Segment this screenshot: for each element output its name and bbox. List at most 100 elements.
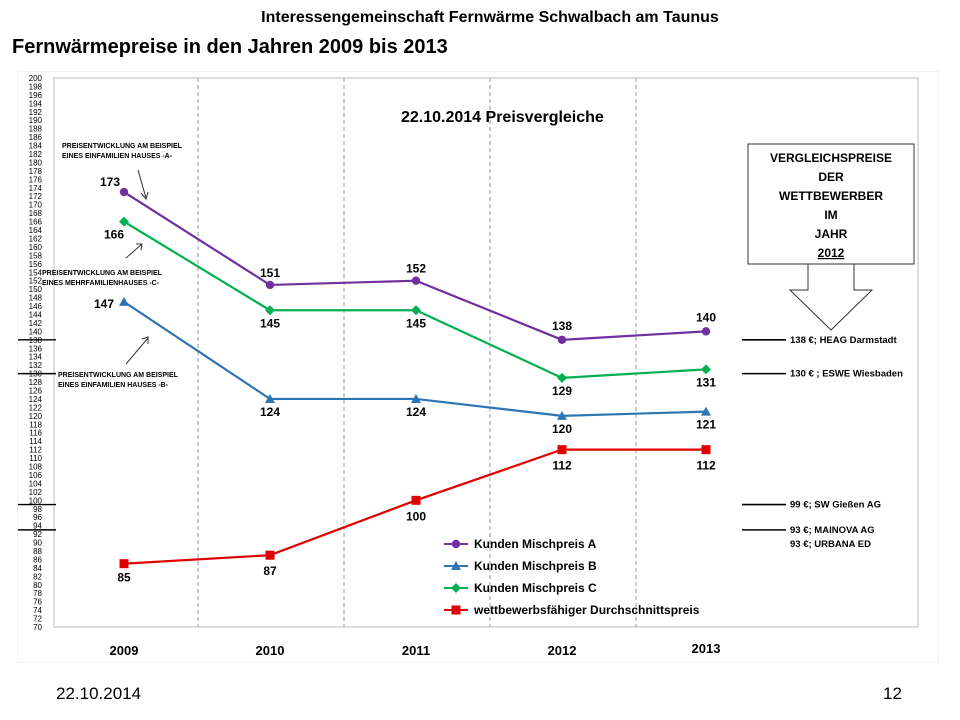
comparison-box-line: WETTBEWERBER: [779, 189, 883, 203]
arrow: [125, 337, 149, 365]
annotation-house-b-line: EINES EINFAMILIEN HAUSES -B-: [58, 382, 169, 389]
data-point: [701, 406, 711, 416]
y-tick-label: 100: [29, 496, 43, 505]
data-label: 152: [406, 262, 426, 276]
y-tick-label: 74: [33, 606, 42, 615]
annotation-house-a: PREISENTWICKLUNG AM BEISPIEL EINES EINFAM…: [62, 143, 183, 160]
series-line: [123, 220, 707, 379]
arrow: [137, 169, 147, 199]
data-point: [557, 335, 567, 345]
data-label: 140: [696, 310, 716, 324]
chart-title: 22.10.2014 Preisvergleiche: [401, 109, 604, 126]
legend-label: Kunden Mischpreis B: [474, 559, 597, 573]
y-tick-label: 146: [29, 302, 43, 311]
data-label: 138: [552, 319, 572, 333]
data-point: [265, 393, 275, 403]
y-tick-label: 144: [29, 310, 43, 319]
arrow-head: [136, 243, 143, 251]
y-tick-label: 180: [29, 158, 43, 167]
data-point: [451, 583, 461, 593]
y-tick-label: 154: [29, 268, 43, 277]
competitor-label: 93 €; URBANA ED: [790, 539, 871, 550]
data-label: 100: [406, 509, 426, 523]
price-chart: 7072747678808284868890929496981001021041…: [18, 74, 919, 658]
data-label: 112: [696, 459, 716, 473]
data-point: [265, 280, 275, 290]
data-point: [119, 216, 129, 227]
annotation-house-c-line: PREISENTWICKLUNG AM BEISPIEL: [42, 270, 163, 277]
data-point: [557, 445, 567, 455]
y-tick-label: 126: [29, 387, 43, 396]
y-tick-label: 164: [29, 226, 43, 235]
y-tick-label: 132: [29, 361, 43, 370]
data-label: 87: [263, 564, 277, 578]
series-line: [123, 448, 706, 565]
footer-date: 22.10.2014: [56, 684, 142, 703]
series-c: 166 145 145 129 131: [104, 216, 716, 398]
data-point: [411, 393, 421, 403]
data-label: 120: [552, 422, 572, 436]
y-tick-label: 196: [29, 91, 43, 100]
data-label: 173: [100, 175, 120, 189]
down-arrow: [788, 263, 874, 331]
x-tick-label: 2011: [402, 643, 430, 658]
comparison-box-line: VERGLEICHSPREISE: [770, 151, 892, 165]
comparison-box-line: 2012: [818, 246, 845, 260]
y-tick-label: 200: [29, 74, 43, 83]
data-point: [119, 187, 129, 197]
data-label: 147: [94, 297, 114, 311]
y-tick-label: 122: [29, 403, 43, 412]
data-label: 112: [552, 459, 572, 473]
competitor-label: 99 €; SW Gießen AG: [790, 500, 881, 511]
y-tick-label: 106: [29, 471, 43, 480]
y-tick-label: 198: [29, 82, 43, 91]
annotation-house-b-line: PREISENTWICKLUNG AM BEISPIEL: [58, 372, 179, 379]
y-tick-label: 76: [33, 598, 42, 607]
y-tick-label: 192: [29, 108, 43, 117]
y-tick-label: 118: [29, 420, 42, 429]
data-point: [701, 327, 711, 336]
y-tick-label: 84: [33, 564, 42, 573]
y-tick-label: 88: [33, 547, 42, 556]
y-tick-label: 136: [29, 344, 43, 353]
page-number: 12: [883, 684, 902, 703]
data-label: 121: [696, 418, 716, 432]
y-tick-label: 92: [33, 530, 42, 539]
data-label: 131: [696, 375, 716, 389]
y-tick-label: 134: [29, 353, 43, 362]
y-tick-label: 90: [33, 539, 42, 548]
chart-panel: 70 72 74 76 78 80 82 84 86 88 90 92 94 96 98 100 102 104 1…: [18, 72, 938, 662]
org-title: Interessengemeinschaft Fernwärme Schwalb…: [261, 9, 719, 26]
data-label: 129: [552, 384, 572, 398]
comparison-box-line: IM: [824, 208, 837, 222]
y-tick-label: 102: [29, 488, 43, 497]
y-tick-label: 160: [29, 243, 43, 252]
y-tick-label: 178: [29, 167, 43, 176]
y-tick-label: 112: [29, 446, 42, 455]
series-a: 173 151 152 138 140: [100, 175, 716, 345]
data-label: 85: [117, 571, 131, 585]
y-tick-label: 158: [29, 251, 43, 260]
data-point: [701, 364, 711, 375]
data-label: 151: [260, 266, 280, 280]
annotation-house-a-line: EINES EINFAMILIEN HAUSES -A-: [62, 153, 173, 160]
comparison-box-line: DER: [818, 170, 844, 184]
x-tick-label: 2013: [692, 641, 721, 656]
comparison-box-line: JAHR: [815, 227, 848, 241]
y-tick-label: 162: [29, 234, 43, 243]
y-tick-label: 140: [29, 327, 43, 336]
annotation-house-c-line: EINES MEHRFAMILIENHAUSES -C-: [42, 280, 160, 287]
data-point: [119, 296, 129, 306]
arrow-head: [141, 336, 149, 344]
arrow: [125, 243, 143, 259]
comparison-box: [747, 143, 915, 265]
data-point: [411, 495, 421, 505]
y-axis: 7072747678808284868890929496981001021041…: [29, 74, 43, 632]
data-point: [265, 305, 275, 316]
y-tick-label: 108: [29, 463, 43, 472]
x-tick-label: 2009: [110, 643, 139, 658]
data-label: 145: [406, 316, 426, 330]
y-tick-label: 156: [29, 260, 43, 269]
y-tick-label: 170: [29, 201, 43, 210]
data-point: [451, 539, 461, 549]
